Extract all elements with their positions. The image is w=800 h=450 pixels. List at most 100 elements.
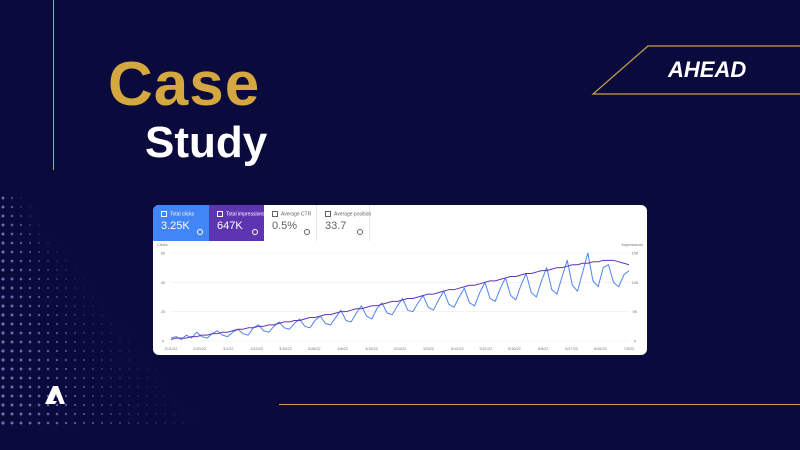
decor-dot: [83, 350, 85, 352]
decor-dot: [37, 268, 41, 272]
decor-dot: [110, 386, 112, 388]
decor-dot: [10, 277, 14, 281]
decor-dot: [128, 341, 130, 343]
decor-dot: [64, 394, 68, 398]
decor-dot: [10, 340, 14, 344]
decor-dot: [182, 404, 184, 406]
decor-dot: [10, 349, 14, 353]
decor-dot: [91, 421, 95, 425]
decor-dot: [19, 277, 23, 281]
decor-dot: [1, 394, 5, 398]
metric-average-ctr[interactable]: Average CTR 0.5%: [264, 205, 317, 241]
decor-dot: [1, 286, 5, 290]
decor-dot: [28, 250, 32, 254]
decor-dot: [146, 404, 148, 406]
decor-dot: [128, 377, 130, 379]
decor-dot: [64, 367, 68, 371]
decor-dot: [101, 386, 103, 388]
decor-dot: [146, 377, 148, 379]
decor-dot: [10, 259, 14, 263]
decor-dot: [10, 322, 14, 326]
decor-dot: [19, 304, 23, 308]
decor-dot: [83, 305, 85, 307]
decor-dot: [1, 259, 5, 263]
decor-dot: [46, 304, 50, 308]
decor-dot: [37, 277, 41, 281]
right-tick-label: 5K: [633, 309, 638, 314]
decor-dot: [164, 404, 166, 406]
gold-horizontal-divider: [279, 404, 800, 405]
decor-dot: [74, 323, 76, 325]
decor-dot: [10, 421, 14, 425]
decor-dot: [137, 377, 139, 379]
decor-dot: [146, 413, 148, 415]
decor-dot: [20, 197, 22, 199]
decor-dot: [128, 386, 130, 388]
decor-dot: [10, 205, 14, 209]
decor-dot: [1, 376, 5, 380]
decor-dot: [110, 359, 112, 361]
decor-dot: [1, 214, 5, 218]
decor-dot: [1, 421, 5, 425]
decor-dot: [92, 287, 94, 289]
decor-dot: [38, 233, 40, 235]
decor-dot: [37, 358, 41, 362]
decor-dot: [164, 377, 166, 379]
decor-dot: [110, 413, 112, 415]
brand-logo[interactable]: AHEAD: [668, 57, 747, 82]
decor-dot: [110, 422, 112, 424]
decor-dot: [28, 340, 32, 344]
decor-dot: [110, 323, 112, 325]
decor-dot: [164, 386, 166, 388]
metric-value: 0.5%: [272, 220, 298, 232]
decor-dot: [28, 358, 32, 362]
brand-mark-icon: [45, 386, 65, 404]
metric-value: 33.7: [325, 220, 347, 232]
decor-dot: [46, 412, 50, 416]
decor-dot: [119, 404, 121, 406]
decor-dot: [37, 340, 41, 344]
decor-dot: [19, 322, 23, 326]
decor-dot: [137, 422, 139, 424]
decor-dot: [37, 421, 41, 425]
decor-dot: [65, 269, 67, 271]
decor-dot: [37, 313, 41, 317]
decor-dot: [83, 278, 85, 280]
x-tick-label: 3/28/22: [308, 347, 321, 351]
decor-dot: [56, 269, 58, 271]
decor-dot: [19, 385, 23, 389]
decor-dot: [65, 314, 67, 316]
x-tick-label: 3/19/22: [279, 347, 292, 351]
metric-total-clicks[interactable]: Total clicks 3.25K: [153, 205, 209, 241]
decor-dot: [19, 403, 23, 407]
metric-total-impressions[interactable]: Total impressions 647K: [209, 205, 265, 241]
decor-dot: [10, 358, 14, 362]
decor-dot: [82, 412, 86, 416]
decor-dot: [64, 421, 68, 425]
decor-dot: [55, 313, 59, 317]
decor-dot: [28, 367, 32, 371]
decor-dot: [110, 368, 112, 370]
decor-dot: [137, 395, 139, 397]
decor-dot: [128, 359, 130, 361]
decor-dot: [155, 377, 157, 379]
decor-dot: [38, 251, 40, 253]
decor-dot: [46, 421, 50, 425]
decor-dot: [110, 404, 112, 406]
metric-label: Total impressions: [226, 211, 265, 218]
decor-dot: [92, 341, 94, 343]
left-tick-label: 40: [161, 280, 166, 285]
decor-dot: [119, 377, 121, 379]
decor-dot: [64, 340, 68, 344]
decor-dot: [10, 286, 14, 290]
checkbox-icon: [272, 211, 278, 217]
right-axis-title: Impressions: [621, 242, 643, 247]
metric-average-position[interactable]: Average position 33.7: [317, 205, 371, 241]
decor-dot: [101, 332, 103, 334]
decor-dot: [1, 349, 5, 353]
decor-dot: [55, 367, 59, 371]
x-tick-label: 3/10/22: [251, 347, 264, 351]
decor-dot: [92, 377, 94, 379]
decor-dot: [74, 305, 76, 307]
decor-dot: [64, 331, 68, 335]
